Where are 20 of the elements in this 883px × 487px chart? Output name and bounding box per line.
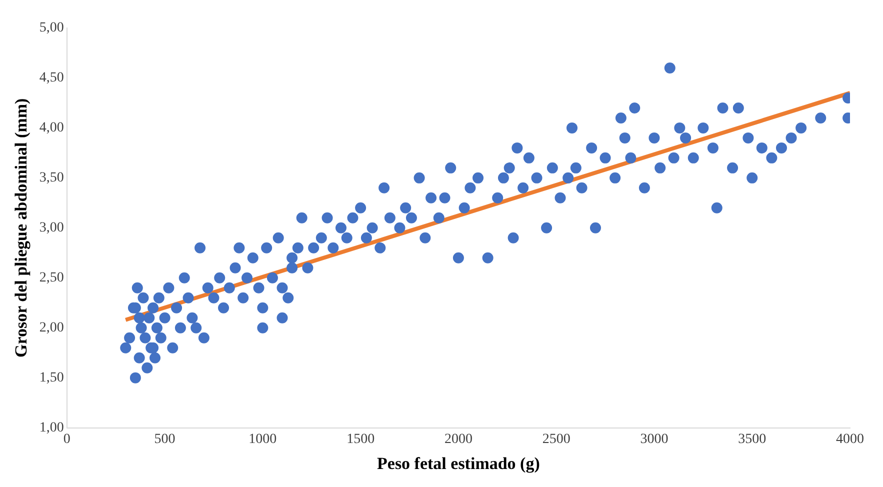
y-tick-label: 5,00 — [39, 20, 64, 36]
y-tick-label: 4,00 — [39, 120, 64, 136]
x-tick-label: 500 — [154, 432, 176, 447]
y-tick-label: 3,00 — [39, 220, 64, 236]
x-tick-label: 2500 — [542, 432, 570, 447]
y-tick-label: 2,50 — [39, 270, 64, 286]
y-axis-title: Grosor del pliegue abdominal (mm) — [12, 98, 31, 358]
x-tick-label: 3500 — [738, 432, 766, 447]
x-axis-title: Peso fetal estimado (g) — [377, 454, 540, 474]
x-tick-label: 1500 — [346, 432, 375, 447]
x-tick-label: 0 — [63, 432, 70, 447]
y-tick-label: 2,00 — [39, 320, 64, 336]
x-tick-label: 3000 — [640, 432, 668, 447]
x-tick-label: 2000 — [444, 432, 472, 447]
y-tick-label: 1,50 — [39, 370, 64, 386]
x-tick-label: 1000 — [248, 432, 277, 447]
y-tick-label: 3,50 — [39, 170, 64, 186]
x-tick-label: 4000 — [836, 432, 864, 447]
y-tick-label: 4,50 — [39, 70, 64, 86]
y-tick-label: 1,00 — [39, 420, 64, 436]
